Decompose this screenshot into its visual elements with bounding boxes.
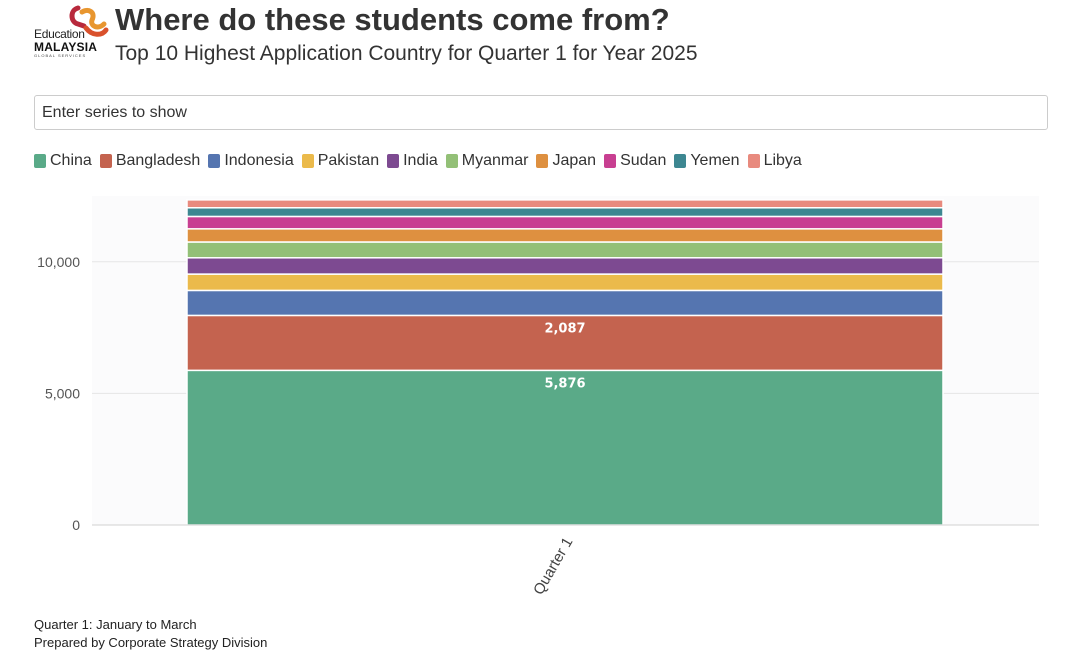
legend-label: China	[50, 152, 92, 169]
legend-label: Myanmar	[461, 152, 529, 169]
bar-segment-libya	[186, 199, 944, 209]
bar-segment-myanmar	[186, 241, 944, 259]
bar-segment-india	[186, 257, 944, 275]
legend-item-bangladesh[interactable]: Bangladesh	[99, 152, 201, 170]
legend-swatch	[99, 154, 112, 168]
legend-swatch	[536, 154, 549, 168]
legend-label: Sudan	[620, 152, 667, 169]
legend-label: India	[403, 152, 438, 169]
legend-item-yemen[interactable]: Yemen	[674, 152, 740, 170]
logo-text-global-services: GLOBAL SERVICES	[34, 53, 87, 58]
legend-label: Indonesia	[224, 152, 294, 169]
footer-credit: Prepared by Corporate Strategy Division	[34, 635, 268, 650]
bar-segment-yemen	[186, 207, 944, 218]
legend-swatch	[208, 154, 221, 168]
legend-item-india[interactable]: India	[387, 152, 438, 170]
legend-label: Libya	[763, 152, 802, 169]
x-tick-label: Quarter 1	[530, 535, 576, 598]
stacked-bar-chart: 0 5,000 10,000 5,876 2,087 Quarter 1	[37, 196, 1039, 598]
legend-item-sudan[interactable]: Sudan	[604, 152, 666, 170]
y-tick-label: 5,000	[45, 385, 80, 401]
chart-title: Where do these students come from?	[115, 2, 670, 37]
legend-swatch	[387, 154, 400, 168]
legend-label: Japan	[552, 152, 597, 169]
logo-mark-icon	[69, 5, 109, 37]
logo-text-malaysia: MALAYSIA	[34, 40, 98, 54]
legend-item-japan[interactable]: Japan	[536, 152, 596, 170]
legend-item-china[interactable]: China	[34, 152, 92, 170]
legend-swatch	[604, 154, 617, 168]
footer-notes: Quarter 1: January to March Prepared by …	[34, 616, 267, 652]
bar-segment-bangladesh	[186, 314, 944, 372]
header: Education MALAYSIA GLOBAL SERVICES Where…	[34, 2, 1034, 68]
chart-legend: China Bangladesh Indonesia Pakistan India Mya…	[34, 150, 810, 172]
footer-quarter-note: Quarter 1: January to March	[34, 617, 197, 632]
education-malaysia-logo: Education MALAYSIA GLOBAL SERVICES	[34, 4, 110, 66]
legend-swatch	[301, 154, 314, 168]
series-search-input[interactable]	[34, 95, 1048, 130]
chart-subtitle: Top 10 Highest Application Country for Q…	[115, 42, 698, 65]
legend-swatch	[674, 154, 687, 168]
y-tick-label: 10,000	[37, 254, 80, 270]
bar-segment-china	[186, 369, 944, 526]
legend-label: Bangladesh	[115, 152, 201, 169]
bar-segment-pakistan	[186, 273, 944, 292]
legend-swatch	[445, 154, 458, 168]
legend-item-indonesia[interactable]: Indonesia	[208, 152, 294, 170]
legend-swatch	[747, 154, 760, 168]
y-tick-label: 0	[72, 517, 80, 533]
logo-text-education: Education	[34, 27, 85, 41]
bar-segment-sudan	[186, 215, 944, 230]
legend-item-myanmar[interactable]: Myanmar	[445, 152, 529, 170]
bar-segment-indonesia	[186, 289, 944, 317]
legend-item-libya[interactable]: Libya	[747, 152, 802, 170]
legend-label: Pakistan	[317, 152, 380, 169]
legend-label: Yemen	[690, 152, 740, 169]
data-label-bangladesh: 2,087	[544, 321, 585, 336]
legend-item-pakistan[interactable]: Pakistan	[301, 152, 380, 170]
legend-swatch	[34, 154, 46, 168]
bar-segment-japan	[186, 228, 944, 243]
data-label-china: 5,876	[544, 376, 585, 391]
